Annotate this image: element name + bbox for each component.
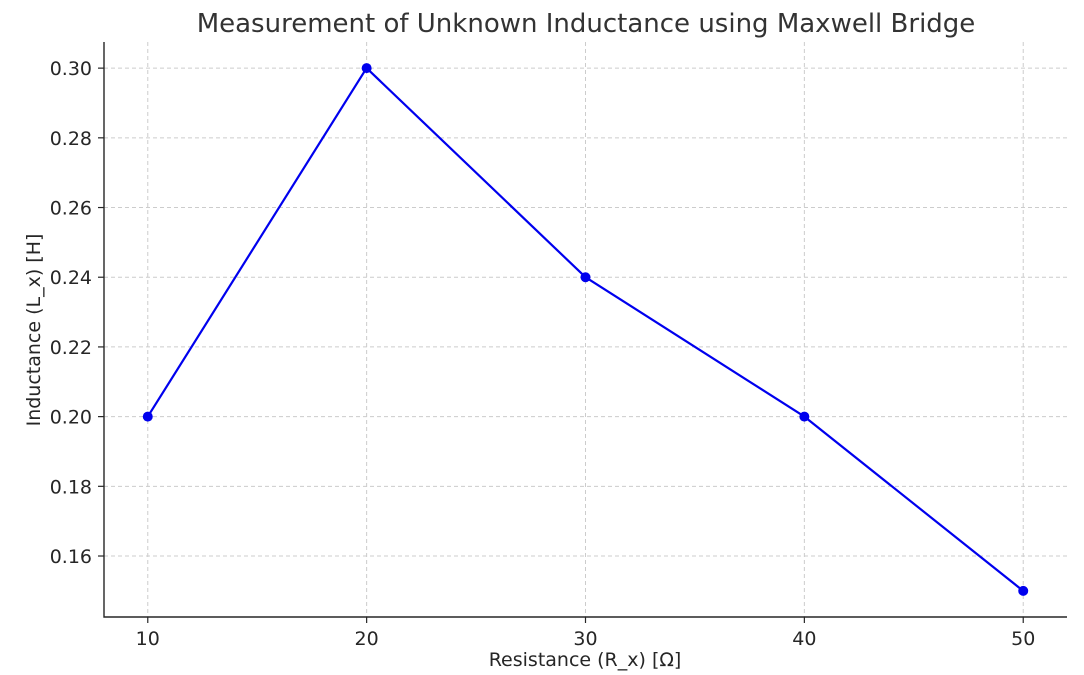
grid-lines bbox=[104, 42, 1067, 617]
axis-ticks: 10 20 30 40 50 0.16 0.18 0.20 0.22 0.24 0.26 0.28 0.… bbox=[50, 58, 1036, 650]
axes-frame bbox=[103, 42, 1067, 618]
x-tick-label: 10 bbox=[136, 628, 160, 650]
x-tick-label: 20 bbox=[355, 628, 379, 650]
y-tick-label: 0.18 bbox=[50, 476, 92, 498]
data-points bbox=[142, 63, 1029, 596]
y-axis-label: Inductance (L_x) [H] bbox=[23, 234, 45, 427]
x-axis-label: Resistance (R_x) [Ω] bbox=[489, 649, 682, 671]
y-tick-label: 0.16 bbox=[50, 546, 92, 568]
chart-title: Measurement of Unknown Inductance using … bbox=[197, 9, 976, 39]
y-tick-label: 0.20 bbox=[50, 407, 92, 429]
y-tick-label: 0.22 bbox=[50, 337, 92, 359]
x-tick-label: 40 bbox=[792, 628, 816, 650]
data-point bbox=[799, 411, 810, 422]
y-tick-label: 0.26 bbox=[50, 198, 92, 220]
x-tick-label: 50 bbox=[1011, 628, 1035, 650]
y-tick-label: 0.24 bbox=[50, 267, 92, 289]
data-point bbox=[361, 63, 372, 74]
data-point bbox=[142, 411, 153, 422]
x-tick-label: 30 bbox=[573, 628, 597, 650]
y-tick-label: 0.28 bbox=[50, 128, 92, 150]
y-tick-label: 0.30 bbox=[50, 58, 92, 80]
data-point bbox=[580, 272, 591, 283]
data-point bbox=[1018, 585, 1029, 596]
